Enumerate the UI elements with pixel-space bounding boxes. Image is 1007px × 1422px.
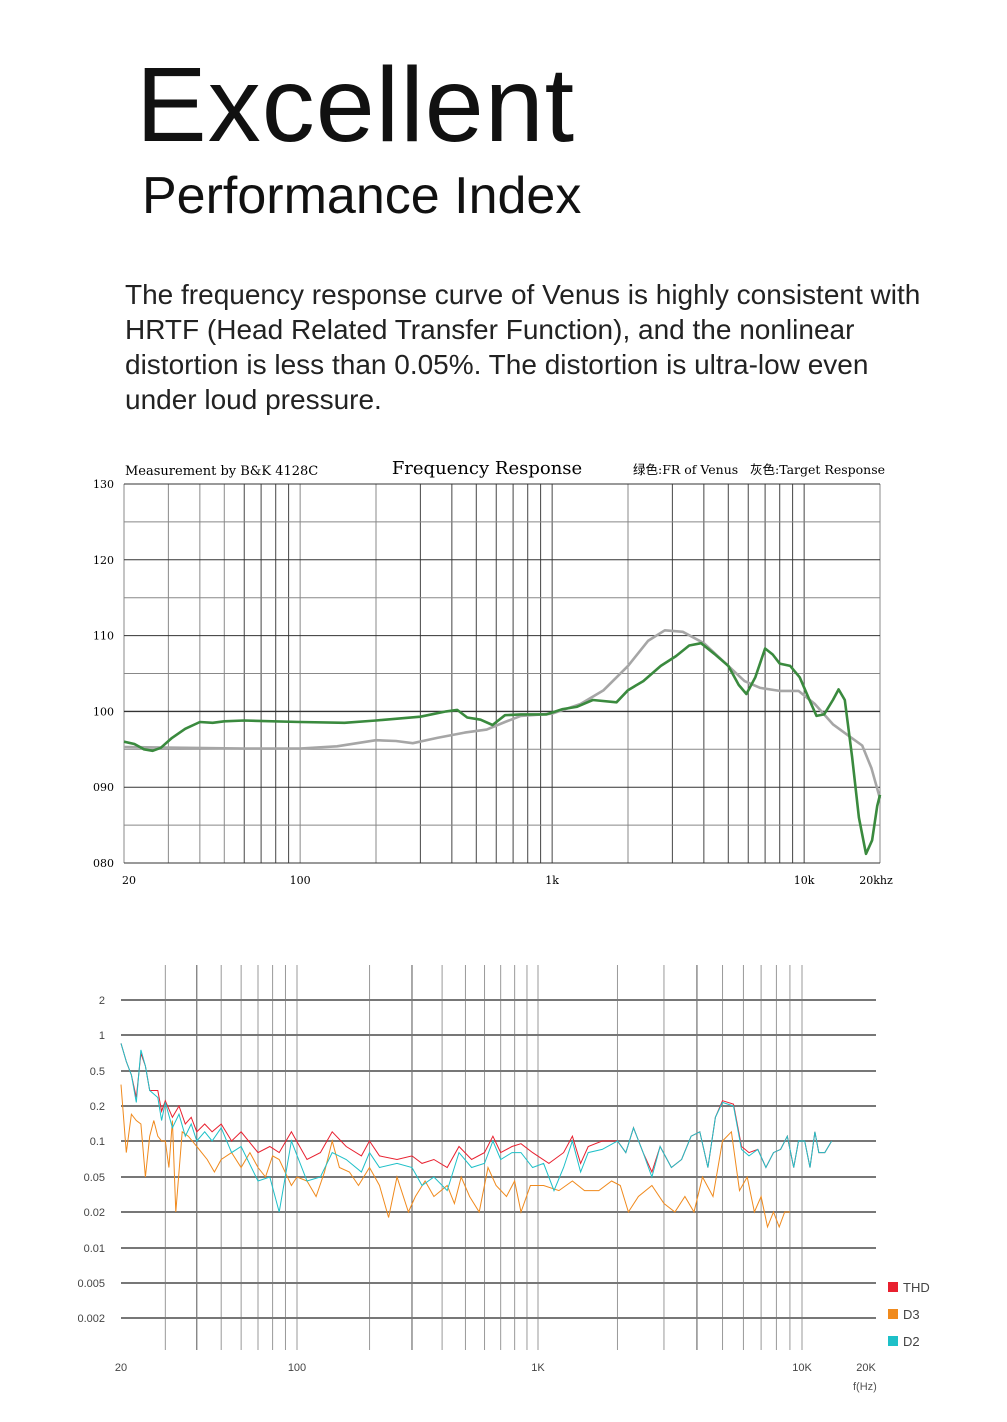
- series-line-fr-of-venus: [123, 641, 882, 856]
- y-tick-label: 110: [93, 630, 114, 643]
- series-line-thd: [120, 1043, 833, 1174]
- y-tick-label: 0.1: [90, 1136, 105, 1148]
- x-axis-label: f(Hz): [853, 1381, 877, 1393]
- x-tick-label: 10K: [792, 1362, 812, 1374]
- measurement-note: Measurement by B&K 4128C: [125, 464, 318, 479]
- y-tick-label: 080: [93, 857, 114, 870]
- y-tick-label: 2: [99, 995, 105, 1007]
- x-tick-label: 1K: [531, 1362, 545, 1374]
- y-tick-label: 0.05: [84, 1172, 105, 1184]
- x-tick-label: 100: [288, 1362, 306, 1374]
- frequency-response-chart: Measurement by B&K 4128C Frequency Respo…: [93, 458, 893, 887]
- legend-swatch-d2: [888, 1336, 898, 1346]
- x-tick-label: 20: [122, 874, 136, 887]
- y-tick-label: 130: [93, 478, 114, 491]
- legend-label-thd: THD: [903, 1280, 930, 1295]
- series-line-d2: [120, 1043, 833, 1213]
- x-tick-label: 1k: [545, 874, 559, 887]
- y-tick-label: 0.002: [77, 1313, 105, 1325]
- legend-label-d3: D3: [903, 1307, 920, 1322]
- legend-label-d2: D2: [903, 1334, 920, 1349]
- x-tick-label: 20K: [856, 1362, 876, 1374]
- series-line-target-response: [123, 629, 882, 799]
- legend-swatch-thd: [888, 1282, 898, 1292]
- y-tick-label: 0.02: [84, 1207, 105, 1219]
- page-subtitle: Performance Index: [142, 167, 582, 225]
- y-tick-label: 1: [99, 1030, 105, 1042]
- y-tick-label: 120: [93, 554, 114, 567]
- legend-target: 灰色:Target Response: [750, 462, 885, 477]
- chart-title: Frequency Response: [392, 458, 582, 479]
- legend-swatch-d3: [888, 1309, 898, 1319]
- y-tick-label: 100: [93, 705, 114, 718]
- series-line-d3: [120, 1084, 790, 1229]
- x-tick-label: 20khz: [859, 874, 893, 887]
- x-tick-label: 10k: [794, 874, 815, 887]
- x-tick-label: 20: [115, 1362, 127, 1374]
- y-tick-label: 0.5: [90, 1066, 105, 1078]
- y-tick-label: 0.01: [84, 1243, 105, 1255]
- y-tick-label: 0.005: [77, 1278, 105, 1290]
- y-tick-label: 090: [93, 781, 114, 794]
- description-text: The frequency response curve of Venus is…: [125, 279, 921, 415]
- x-tick-label: 100: [290, 874, 311, 887]
- page-title: Excellent: [136, 46, 576, 164]
- y-tick-label: 0.2: [90, 1101, 105, 1113]
- legend-venus: 绿色:FR of Venus: [633, 462, 738, 477]
